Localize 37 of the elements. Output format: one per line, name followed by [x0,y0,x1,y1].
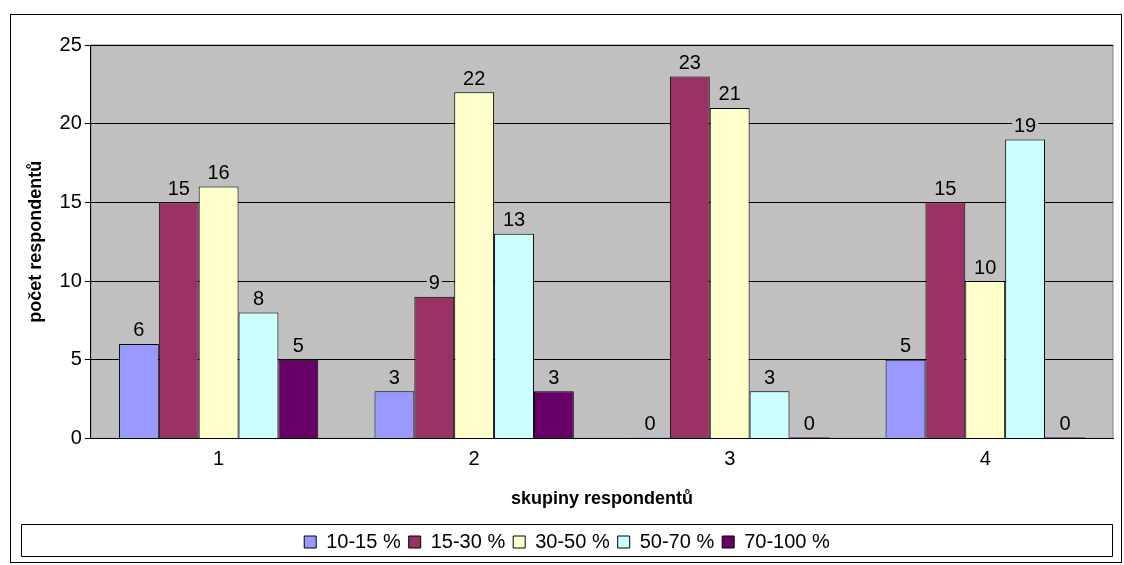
data-label: 10 [974,255,997,278]
legend-label: 15-30 % [430,529,506,552]
data-label: 9 [428,271,440,294]
y-tick-label: 25 [59,32,82,55]
data-label: 21 [718,82,741,105]
data-label: 0 [1059,411,1071,434]
x-tick-label: 2 [468,446,480,469]
data-label: 15 [934,176,957,199]
data-label: 0 [644,411,656,434]
y-axis-title: počet respondentů [24,160,45,323]
data-label: 6 [133,318,145,341]
x-tick-label: 3 [724,446,736,469]
x-tick-label: 4 [979,446,991,469]
data-label: 3 [388,365,400,388]
x-tick-label: 1 [213,446,225,469]
data-label: 3 [548,365,560,388]
data-label: 13 [502,208,526,231]
x-axis-title: skupiny respondentů [510,488,693,509]
y-tick-label: 10 [59,268,82,291]
data-label: 19 [1013,113,1037,136]
y-tick-label: 5 [70,347,82,370]
legend-label: 30-50 % [535,529,610,552]
y-tick-label: 15 [59,189,82,212]
data-label: 8 [252,287,265,310]
data-label: 16 [207,161,230,184]
data-label: 5 [899,334,912,357]
y-tick-label: 0 [70,425,82,448]
data-label: 15 [167,176,190,199]
data-label: 3 [763,365,776,388]
legend-label: 50-70 % [639,529,715,552]
legend-label: 10-15 % [326,529,401,552]
legend-label: 70-100 % [744,529,831,552]
data-label: 0 [803,411,815,434]
data-label: 23 [678,50,701,73]
data-label: 22 [463,66,486,89]
y-tick-label: 20 [59,111,82,134]
data-label: 5 [292,334,304,357]
